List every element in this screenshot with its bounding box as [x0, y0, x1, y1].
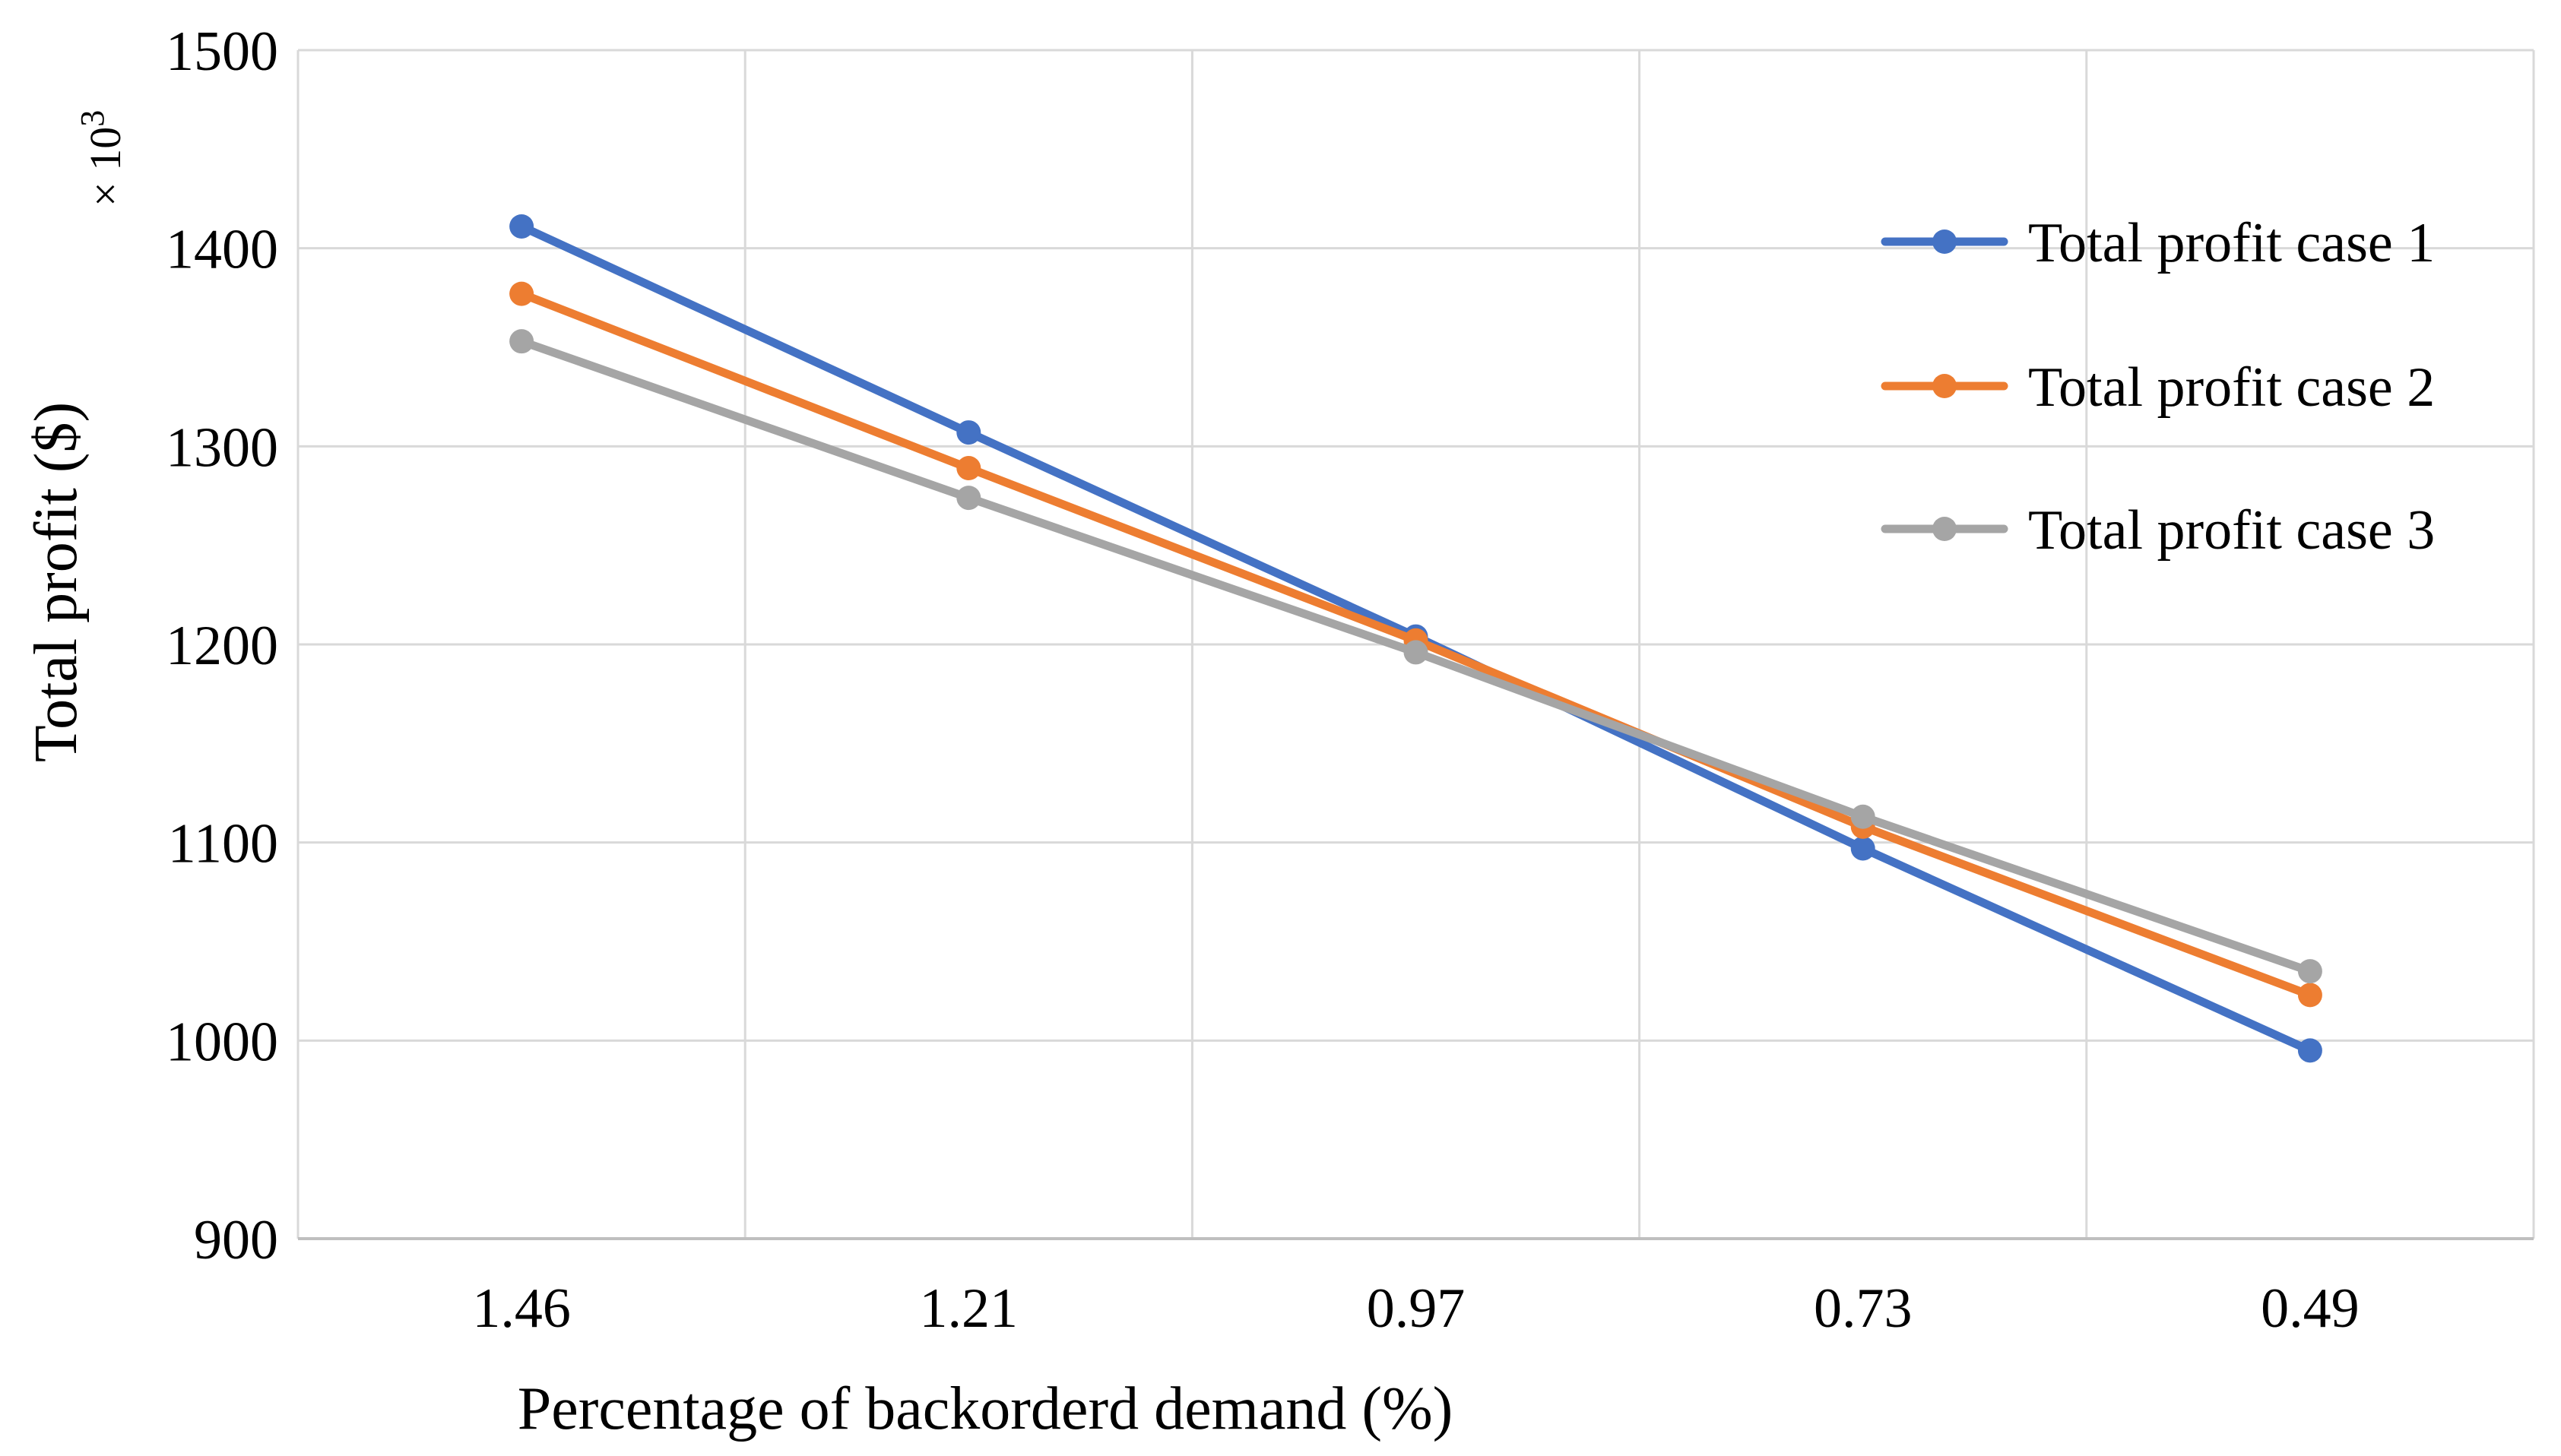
y-tick-label: 900 [194, 1209, 278, 1271]
legend-label-case-3: Total profit case 3 [2028, 499, 2435, 562]
data-point-case-1 [956, 420, 981, 445]
x-tick-label: 0.97 [1367, 1277, 1466, 1340]
y-multiplier-exponent: 3 [74, 110, 111, 127]
x-tick-label: 0.49 [2261, 1277, 2360, 1340]
data-point-case-2 [956, 456, 981, 481]
y-tick-label: 1000 [166, 1011, 278, 1073]
grid-layer [296, 49, 2535, 1239]
data-point-case-3 [956, 486, 981, 511]
data-point-case-3 [1850, 804, 1875, 829]
y-multiplier-prefix: × 10 [81, 127, 130, 207]
y-tick-label: 1400 [166, 219, 278, 281]
svg-text:× 103: × 103 [74, 110, 130, 207]
y-tick-label: 1500 [166, 21, 278, 83]
data-point-case-1 [2297, 1038, 2322, 1063]
data-point-case-1 [1850, 836, 1875, 861]
legend-label-case-1: Total profit case 1 [2028, 212, 2435, 274]
data-point-case-1 [509, 214, 534, 239]
data-point-case-3 [509, 329, 534, 354]
data-point-case-3 [1403, 640, 1428, 665]
y-multiplier-label: × 103 [74, 110, 130, 207]
y-tick-label: 1300 [166, 416, 278, 479]
legend: Total profit case 1 Total profit case 2 To… [1881, 212, 2435, 562]
legend-marker-case-3 [1932, 517, 1957, 541]
y-tick-label: 1100 [168, 813, 278, 875]
y-tick-label: 1200 [166, 615, 278, 677]
x-tick-label: 1.21 [920, 1277, 1019, 1340]
data-point-case-2 [2297, 983, 2322, 1008]
y-axis-title: Total profit ($) [23, 402, 90, 762]
data-point-case-3 [2297, 959, 2322, 984]
x-tick-label: 0.73 [1814, 1277, 1913, 1340]
legend-marker-case-1 [1932, 229, 1957, 254]
legend-marker-case-2 [1932, 374, 1957, 398]
x-tick-label: 1.46 [472, 1277, 571, 1340]
legend-label-case-2: Total profit case 2 [2028, 356, 2435, 419]
series-layer [509, 214, 2322, 1063]
data-point-case-2 [509, 281, 534, 306]
axis-layer: 900 1000 1100 1200 1300 1400 1500 1.46 1.21 0.97 0… [166, 21, 2534, 1340]
x-axis-title: Percentage of backorderd demand (%) [518, 1375, 1453, 1442]
